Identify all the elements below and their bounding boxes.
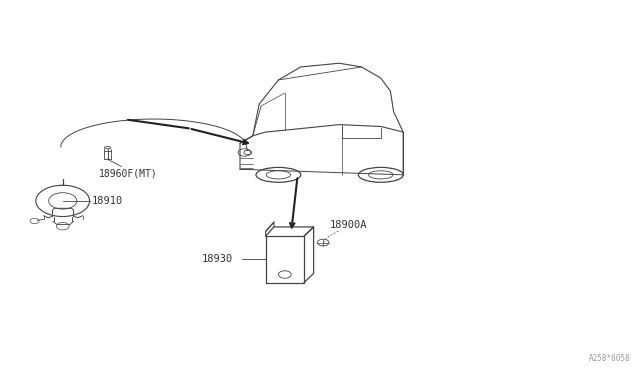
Text: 18900A: 18900A [330, 220, 367, 230]
Text: A258*0058: A258*0058 [589, 354, 630, 363]
Text: 18960F(MT): 18960F(MT) [99, 168, 158, 178]
Text: 18910: 18910 [92, 196, 123, 206]
Text: 18930: 18930 [202, 254, 233, 263]
